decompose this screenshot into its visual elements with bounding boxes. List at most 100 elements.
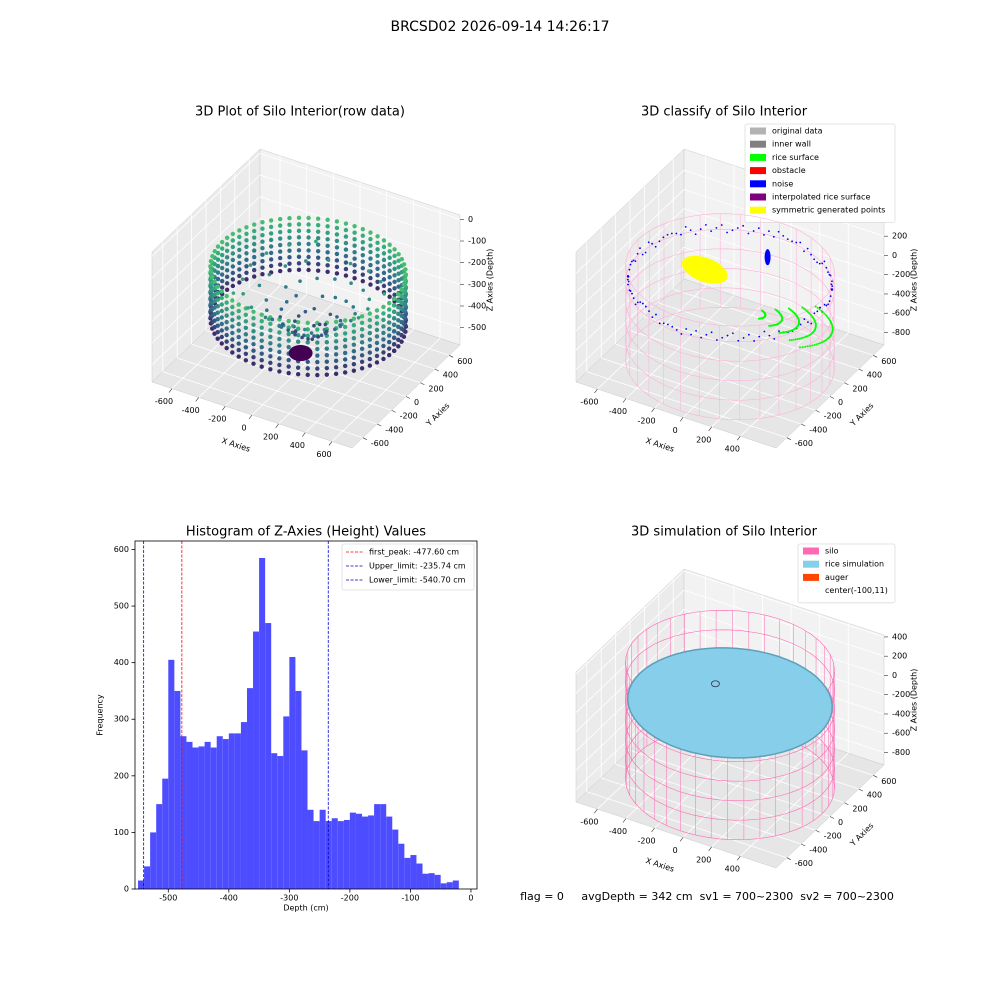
point	[817, 342, 820, 345]
point-cluster	[681, 255, 728, 284]
point	[401, 282, 407, 287]
grid-line	[644, 316, 845, 384]
point	[342, 318, 348, 323]
point	[710, 331, 713, 334]
point	[351, 348, 357, 354]
point	[806, 247, 809, 250]
point	[304, 259, 308, 263]
y-tick	[786, 437, 791, 440]
legend-swatch	[750, 167, 766, 175]
point	[352, 269, 357, 274]
point	[298, 279, 302, 283]
point	[752, 230, 755, 232]
point	[317, 322, 322, 327]
x-tick	[622, 818, 627, 823]
y-tick	[829, 396, 835, 399]
grid-line	[601, 357, 802, 425]
point	[230, 311, 235, 316]
z-tick-label: -400	[892, 289, 910, 298]
grid-line	[259, 217, 461, 285]
point	[243, 325, 249, 331]
point	[296, 261, 302, 266]
point	[689, 229, 692, 232]
point	[343, 260, 349, 265]
point	[351, 368, 357, 373]
point	[367, 330, 373, 336]
z-tick-label: 0	[892, 251, 897, 260]
point	[386, 307, 392, 312]
point	[236, 315, 241, 320]
point	[831, 285, 834, 288]
grid-line	[259, 261, 461, 329]
point	[265, 308, 269, 312]
point	[215, 276, 221, 282]
point	[791, 240, 793, 243]
point	[807, 311, 810, 314]
point	[244, 257, 249, 262]
point	[334, 232, 340, 237]
point	[287, 243, 291, 247]
point	[399, 326, 404, 331]
grid-line	[575, 589, 685, 694]
point	[268, 341, 273, 346]
point	[230, 257, 236, 263]
point	[662, 236, 665, 239]
bar	[404, 857, 411, 889]
point	[403, 272, 409, 277]
point	[359, 346, 365, 352]
bar	[234, 733, 241, 889]
point	[368, 243, 373, 248]
axes-frame	[134, 540, 478, 890]
point	[374, 321, 380, 326]
point	[823, 303, 826, 306]
point	[375, 273, 380, 278]
rice-surface	[627, 647, 833, 759]
point	[249, 305, 254, 310]
point	[277, 343, 282, 348]
point	[684, 226, 687, 228]
point	[224, 306, 229, 312]
y-tick-label: 600	[114, 545, 129, 554]
point	[695, 329, 697, 332]
grid-line	[575, 609, 685, 713]
point	[795, 241, 798, 244]
point	[403, 277, 408, 282]
point	[286, 344, 291, 350]
point	[644, 305, 647, 308]
y-tick-label: 600	[881, 777, 896, 786]
point	[391, 348, 397, 354]
y-tick-label: -400	[385, 425, 403, 434]
y-tick	[844, 802, 849, 806]
point	[264, 298, 269, 302]
grid-line	[586, 791, 787, 859]
point	[243, 345, 249, 350]
point	[323, 322, 328, 327]
point	[351, 329, 357, 334]
point	[263, 315, 268, 320]
point	[277, 369, 282, 374]
point	[300, 335, 304, 340]
point	[230, 330, 235, 336]
point	[366, 269, 371, 273]
point	[375, 279, 380, 284]
point	[224, 274, 230, 280]
point	[818, 262, 821, 265]
grid-line	[683, 589, 885, 657]
point	[359, 366, 365, 371]
point	[780, 331, 783, 334]
point	[359, 320, 365, 326]
point	[295, 365, 301, 370]
bar	[307, 809, 314, 889]
x-tick-label: -200	[341, 894, 359, 903]
point	[387, 255, 392, 260]
legend-swatch	[750, 193, 766, 201]
point	[356, 315, 361, 320]
x-tick	[679, 837, 684, 842]
legend-swatch	[750, 127, 766, 135]
point	[268, 250, 274, 256]
point	[305, 340, 310, 345]
point	[251, 342, 256, 347]
point	[392, 286, 397, 291]
bar	[138, 880, 145, 889]
z-tick-label: 0	[468, 215, 473, 224]
